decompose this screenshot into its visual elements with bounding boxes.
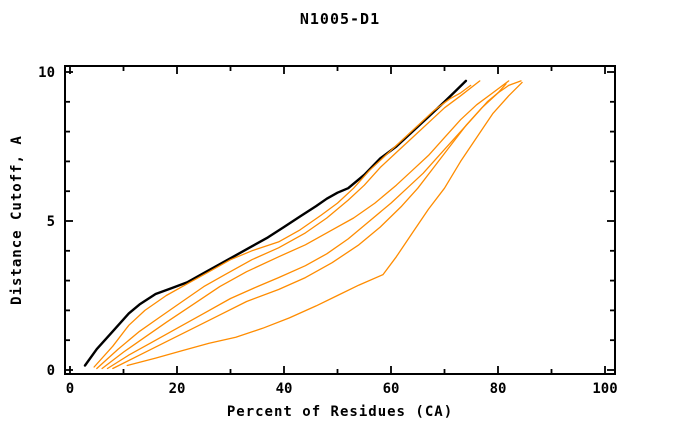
x-tick-label: 80 (490, 381, 507, 397)
y-tick-label: 10 (38, 65, 55, 81)
y-tick-label: 5 (47, 214, 55, 230)
x-tick-label: 40 (276, 381, 293, 397)
series-model-curve-2 (96, 80, 481, 370)
series-target-curve (83, 79, 468, 367)
y-tick-label: 0 (47, 363, 55, 379)
series-model-curve-1 (93, 84, 472, 368)
series-model-curve-3 (101, 80, 510, 370)
series-model-curve-5 (112, 80, 522, 370)
x-tick-label: 100 (592, 381, 617, 397)
series-model-curve-6 (126, 81, 523, 367)
x-tick-label: 20 (169, 381, 186, 397)
series-model-curve-4 (106, 83, 507, 370)
plot-frame (64, 65, 616, 375)
x-axis-label: Percent of Residues (CA) (226, 404, 454, 420)
x-tick-label: 60 (383, 381, 400, 397)
chart-title: N1005-D1 (299, 10, 381, 28)
x-tick-label: 0 (66, 381, 74, 397)
